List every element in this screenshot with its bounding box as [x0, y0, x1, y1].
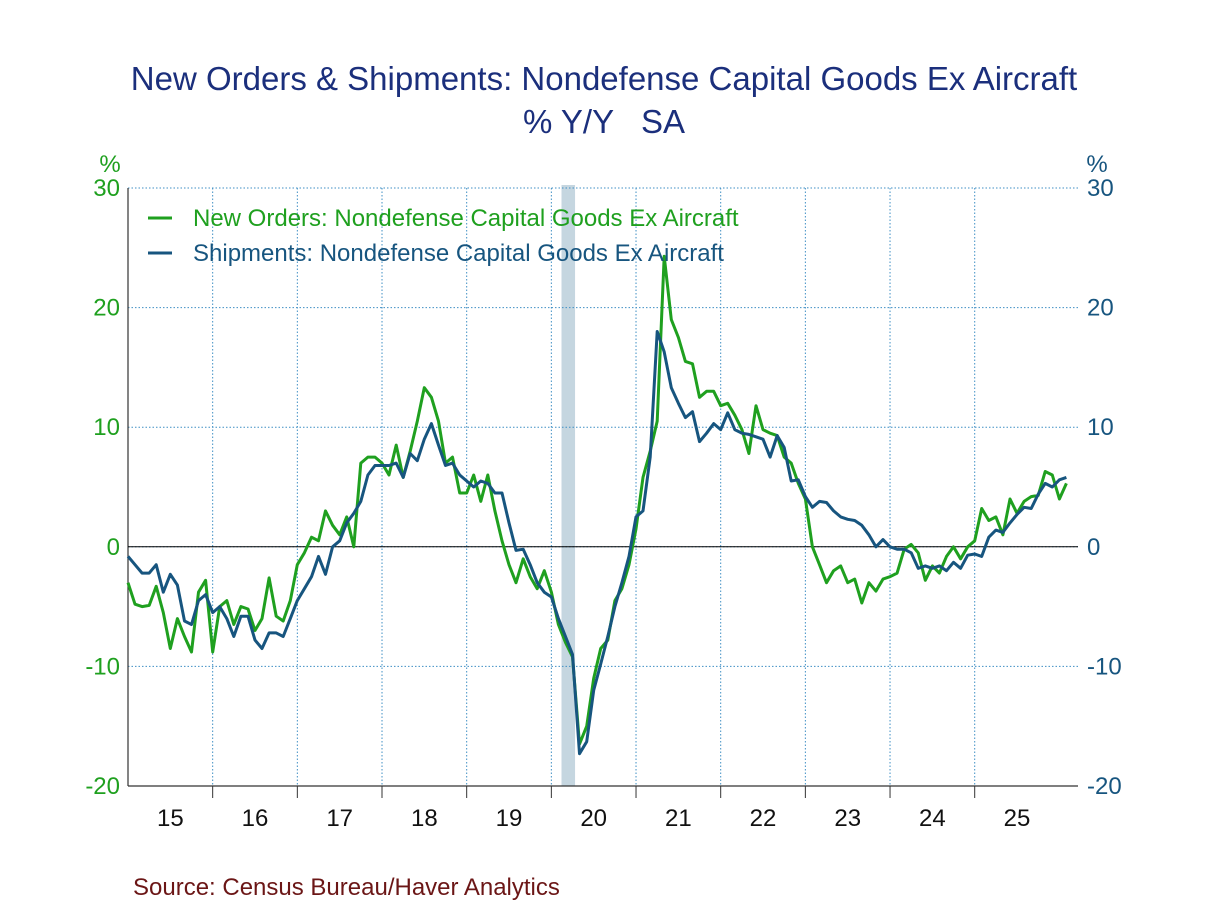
y-tick-label: 20 — [93, 295, 120, 322]
x-tick-label: 20 — [580, 805, 607, 832]
x-tick-label: 22 — [750, 805, 777, 832]
x-tick-label: 25 — [1004, 805, 1031, 832]
x-tick-label: 17 — [326, 805, 353, 832]
x-tick-label: 24 — [919, 805, 946, 832]
x-tick-label: 18 — [411, 805, 438, 832]
y-tick-label: 0 — [107, 534, 120, 561]
y2-axis-label: % — [1086, 151, 1107, 178]
x-tick-label: 23 — [834, 805, 861, 832]
y2-tick-label: 20 — [1087, 295, 1114, 322]
series-line — [126, 330, 1067, 756]
source-note: Source: Census Bureau/Haver Analytics — [133, 874, 560, 901]
x-tick-label: 19 — [496, 805, 523, 832]
y2-tick-label: 30 — [1087, 175, 1114, 202]
y2-tick-label: -20 — [1087, 773, 1122, 800]
legend-label: Shipments: Nondefense Capital Goods Ex A… — [193, 240, 724, 267]
x-tick-label: 15 — [157, 805, 184, 832]
chart-title: New Orders & Shipments: Nondefense Capit… — [131, 60, 1077, 97]
y-tick-label: -20 — [85, 773, 120, 800]
recession-shade — [561, 185, 576, 786]
y-tick-label: -10 — [85, 653, 120, 680]
chart-subtitle: % Y/Y SA — [523, 103, 685, 140]
y-tick-label: 10 — [93, 414, 120, 441]
y-tick-label: 30 — [93, 175, 120, 202]
legend-label: New Orders: Nondefense Capital Goods Ex … — [193, 205, 739, 232]
x-tick-label: 21 — [665, 805, 692, 832]
y-axis-label: % — [99, 151, 120, 178]
y2-tick-label: 0 — [1087, 534, 1100, 561]
y2-tick-label: 10 — [1087, 414, 1114, 441]
series-line — [126, 254, 1068, 746]
y2-tick-label: -10 — [1087, 653, 1122, 680]
x-tick-label: 16 — [242, 805, 269, 832]
